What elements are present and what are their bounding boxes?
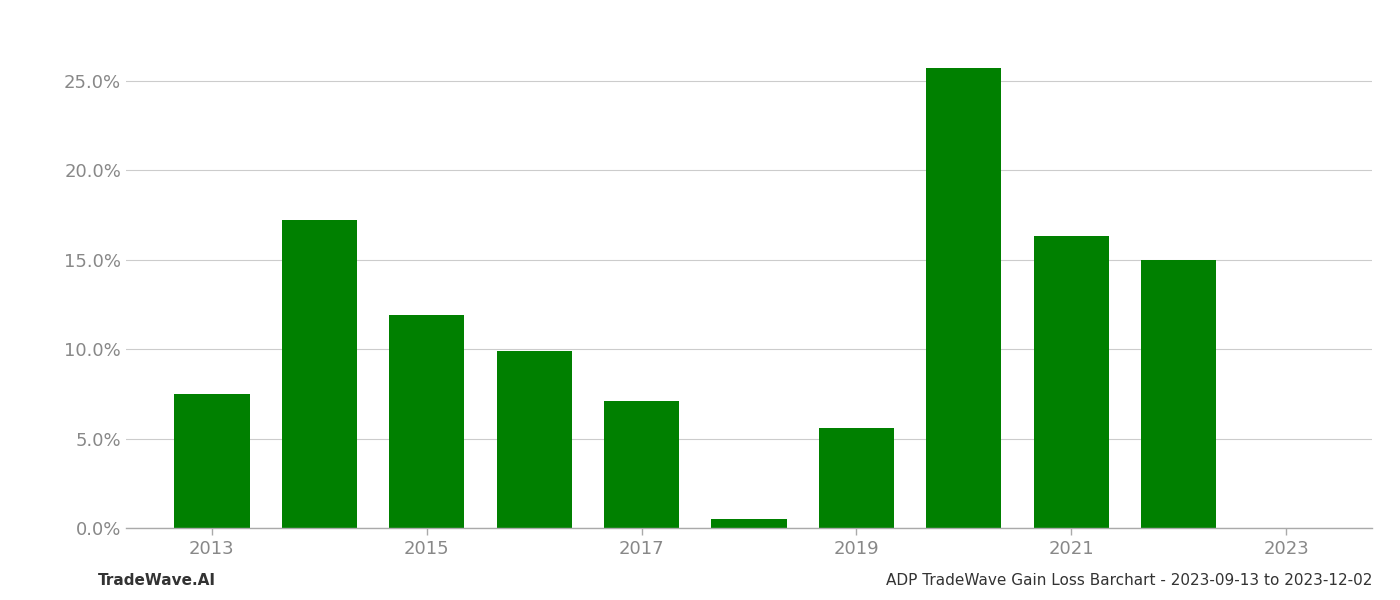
Bar (819, 428, 895, 528)
Bar (927, 68, 1001, 528)
Text: TradeWave.AI: TradeWave.AI (98, 573, 216, 588)
Bar (389, 315, 465, 528)
Bar (603, 401, 679, 528)
Bar (281, 220, 357, 528)
Text: ADP TradeWave Gain Loss Barchart - 2023-09-13 to 2023-12-02: ADP TradeWave Gain Loss Barchart - 2023-… (886, 573, 1372, 588)
Bar (711, 519, 787, 528)
Bar (1141, 260, 1217, 528)
Bar (497, 351, 571, 528)
Bar (1033, 236, 1109, 528)
Bar (175, 394, 249, 528)
